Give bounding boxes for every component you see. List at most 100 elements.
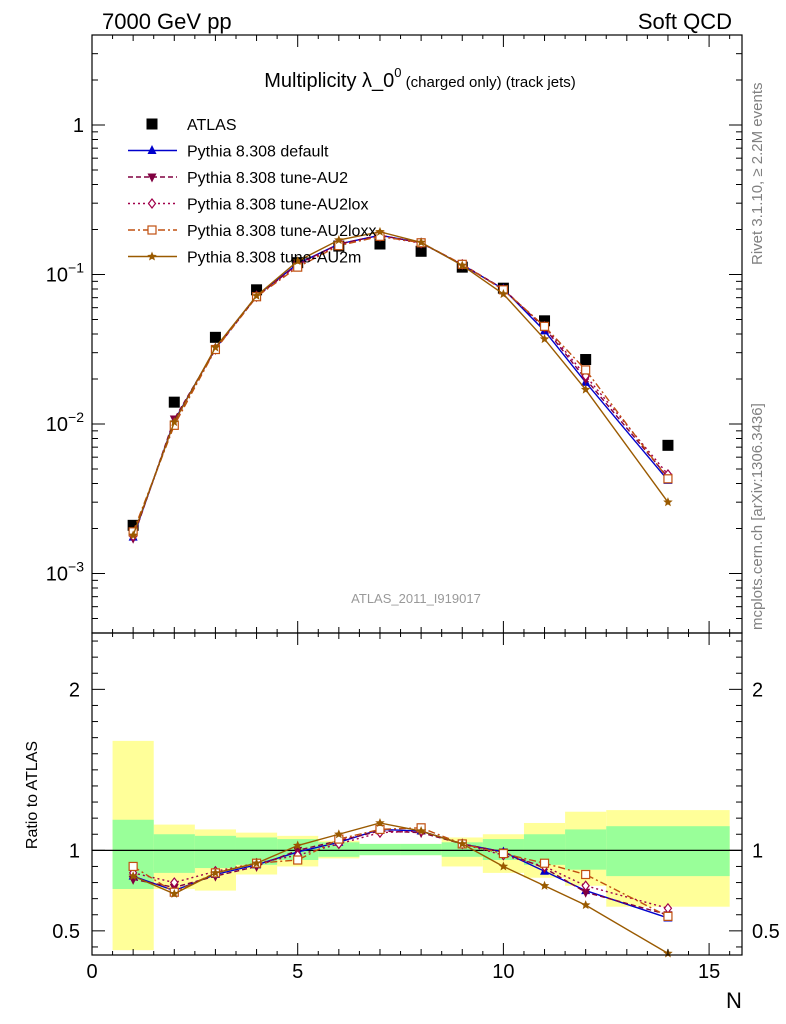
stat-uncertainty-band xyxy=(400,843,442,856)
main-y-tick-label: 10−2 xyxy=(46,409,84,436)
ratio-point-au2m xyxy=(416,826,426,836)
main-point-au2m xyxy=(498,289,509,299)
x-tick-label: 15 xyxy=(698,961,720,983)
category-label: Soft QCD xyxy=(638,9,732,34)
ratio-y-tick-label-left: 1 xyxy=(69,840,80,862)
title-main: Multiplicity λ_0 xyxy=(264,70,394,92)
stat-uncertainty-band xyxy=(318,842,360,857)
ratio-point-au2m xyxy=(210,867,221,877)
mcplots-info: mcplots.cern.ch [arXiv:1306.3436] xyxy=(749,403,766,630)
ratio-panel-frame xyxy=(91,632,743,956)
main-point-au2m xyxy=(169,417,180,427)
main-point-au2m xyxy=(292,256,303,266)
ratio-point-au2loxx xyxy=(498,848,508,859)
main-point-data xyxy=(374,238,386,250)
ratio-point-au2m xyxy=(128,871,138,881)
ratio-point-au2lox xyxy=(581,880,590,892)
stat-uncertainty-band xyxy=(606,826,730,877)
ratio-point-au2m xyxy=(375,817,385,828)
main-point-au2m xyxy=(334,235,344,245)
ratio-point-au2m xyxy=(539,880,550,890)
main-point-data xyxy=(662,439,674,451)
main-panel-background xyxy=(92,35,742,633)
x-axis-label: N xyxy=(726,988,742,1013)
legend-entry-default: Pythia 8.308 default xyxy=(128,144,329,161)
legend-marker-data xyxy=(146,118,158,130)
ratio-point-au2m xyxy=(580,900,591,910)
ratio-point-au2m xyxy=(457,838,468,848)
legend-label-au2lox: Pythia 8.308 tune-AU2lox xyxy=(187,197,368,214)
legend-entry-au2loxx: Pythia 8.308 tune-AU2loxx xyxy=(128,223,376,240)
ratio-point-au2loxx xyxy=(581,869,591,880)
ratio-y-tick-label-left: 0.5 xyxy=(52,921,80,943)
stat-uncertainty-band xyxy=(194,835,236,869)
main-point-au2m xyxy=(128,530,138,540)
energy-label: 7000 GeV pp xyxy=(102,9,232,34)
ratio-panel-background xyxy=(92,633,742,955)
x-tick-label: 0 xyxy=(86,961,97,983)
main-point-au2loxx xyxy=(539,321,550,331)
main-point-au2m xyxy=(375,226,385,236)
stat-uncertainty-band xyxy=(153,834,195,873)
x-tick-label: 10 xyxy=(492,961,514,983)
legend-marker-default xyxy=(147,145,157,154)
ratio-point-au2m xyxy=(498,861,509,871)
legend-label-data: ATLAS xyxy=(187,117,237,134)
ratio-point-au2loxx xyxy=(375,824,385,835)
main-series-layer xyxy=(127,226,674,544)
main-point-data xyxy=(127,519,139,531)
main-point-au2loxx xyxy=(581,365,591,375)
main-y-tick-label: 1 xyxy=(73,115,84,137)
analysis-watermark: ATLAS_2011_I919017 xyxy=(351,591,481,606)
main-point-au2loxx xyxy=(663,474,673,484)
plot-title: Multiplicity λ_00 (charged only) (track … xyxy=(264,65,576,92)
ratio-y-axis-label: Ratio to ATLAS xyxy=(24,741,41,849)
main-point-data xyxy=(580,354,592,366)
legend-label-au2m: Pythia 8.308 tune-AU2m xyxy=(187,250,361,267)
main-y-tick-label: 10−3 xyxy=(46,559,84,586)
ratio-y-tick-label-right: 0.5 xyxy=(752,921,780,943)
legend-entry-data: ATLAS xyxy=(146,117,237,134)
main-point-au2m xyxy=(580,384,591,394)
main-point-data xyxy=(168,396,180,408)
legend-marker-au2lox xyxy=(147,198,157,209)
main-point-data xyxy=(209,331,221,343)
ratio-point-au2m xyxy=(169,888,180,898)
main-point-data xyxy=(251,284,263,296)
main-point-au2loxx xyxy=(334,241,344,251)
ratio-y-tick-label-left: 2 xyxy=(69,679,80,701)
ratio-point-au2lox xyxy=(170,877,179,889)
legend-label-au2loxx: Pythia 8.308 tune-AU2loxx xyxy=(187,223,376,240)
ratio-point-au2loxx xyxy=(128,861,138,872)
stat-uncertainty-band xyxy=(359,843,401,856)
main-point-au2m xyxy=(539,334,550,344)
legend-label-au2: Pythia 8.308 tune-AU2 xyxy=(187,170,348,187)
legend-entry-au2m: Pythia 8.308 tune-AU2m xyxy=(128,250,361,267)
ratio-point-au2loxx xyxy=(293,855,303,865)
ratio-point-au2m xyxy=(334,829,344,839)
ratio-point-au2m xyxy=(292,840,303,850)
main-point-au2m xyxy=(663,497,673,507)
main-point-data xyxy=(539,315,551,327)
ratio-point-au2loxx xyxy=(539,858,550,868)
main-y-tick-label: 10−1 xyxy=(46,260,84,287)
ratio-series-layer xyxy=(128,817,673,958)
stat-uncertainty-band xyxy=(565,829,607,870)
ratio-frame-border xyxy=(91,632,743,956)
title-subtitle: (charged only) (track jets) xyxy=(402,74,576,91)
ratio-point-au2 xyxy=(581,888,591,898)
main-plot-area xyxy=(92,35,742,633)
main-point-data xyxy=(415,245,427,257)
legend: ATLAS Pythia 8.308 default Pythia 8.308 tu… xyxy=(128,117,376,267)
main-series-au2m xyxy=(128,226,673,540)
legend-entry-au2: Pythia 8.308 tune-AU2 xyxy=(128,170,348,187)
ratio-point-au2loxx xyxy=(663,911,673,921)
main-point-au2m xyxy=(210,342,221,352)
main-point-au2m xyxy=(251,290,262,300)
legend-marker-au2loxx xyxy=(147,225,157,235)
legend-entry-au2lox: Pythia 8.308 tune-AU2lox xyxy=(128,197,368,214)
x-tick-label: 5 xyxy=(292,961,303,983)
ratio-plot-area xyxy=(92,633,742,955)
rivet-info: Rivet 3.1.10, ≥ 2.2M events xyxy=(749,83,766,266)
